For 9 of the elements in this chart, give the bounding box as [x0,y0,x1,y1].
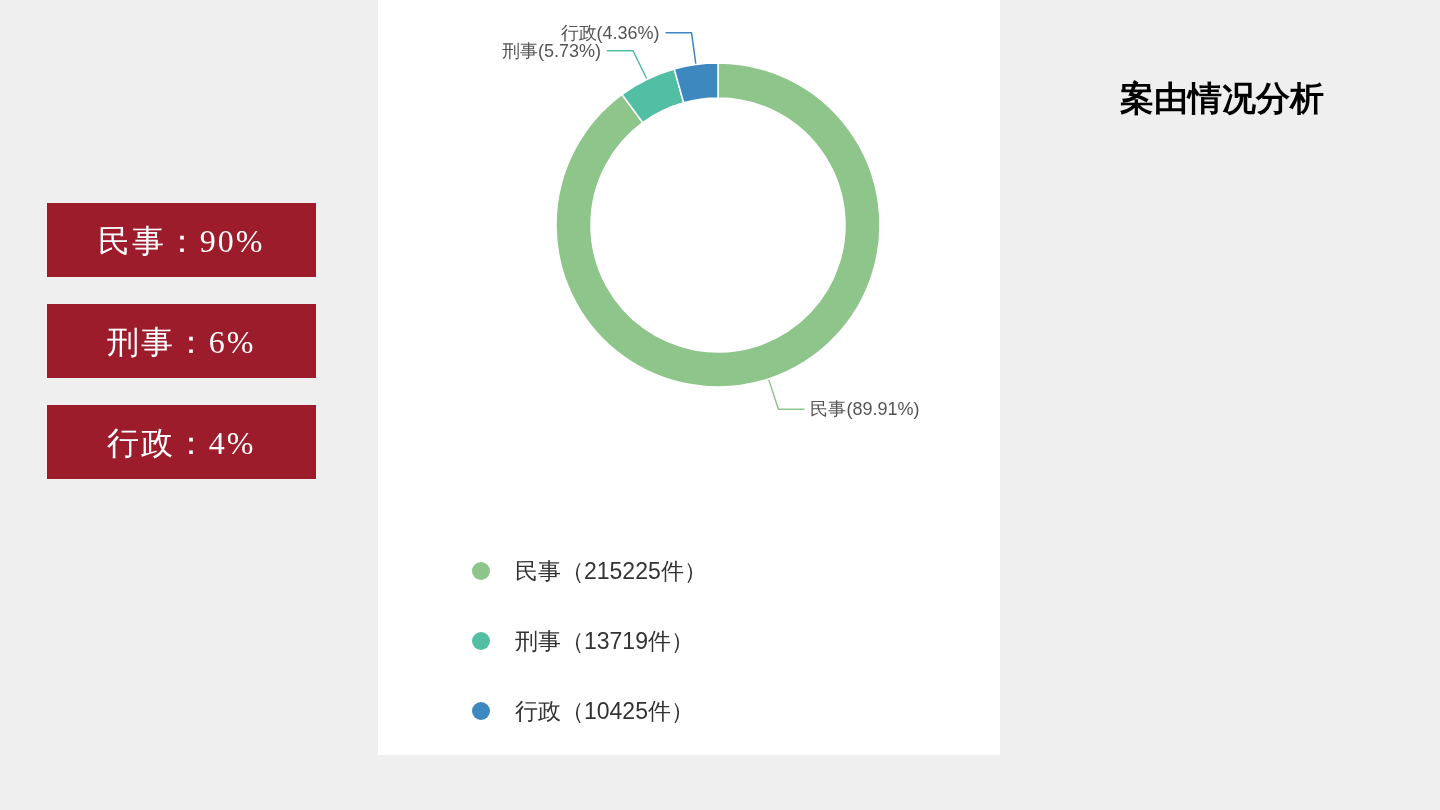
text: 案由情况分析 [1120,79,1324,117]
text: 行政：4% [106,425,256,461]
text: 民事：90% [97,223,265,259]
legend-label: 民事（215225件） [515,558,707,584]
data-label: 民事(89.91%) [810,399,920,420]
data-label: 行政(4.36%) [560,22,660,43]
legend-label: 行政（10425件） [515,698,694,724]
legend-label: 刑事（13719件） [515,628,694,654]
text: 刑事：6% [106,324,256,360]
